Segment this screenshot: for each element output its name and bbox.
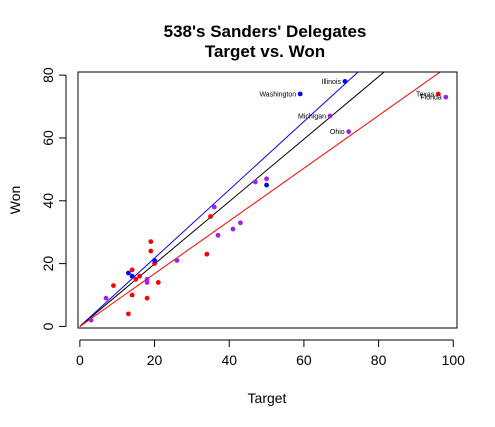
x-axis-label: Target	[248, 390, 287, 406]
data-point	[88, 317, 94, 323]
y-tick-label: 40	[40, 193, 56, 209]
x-tick-label: 0	[76, 352, 84, 368]
y-axis-label: Won	[7, 186, 23, 215]
reference-lines	[79, 72, 441, 327]
x-tick-label: 100	[442, 352, 466, 368]
plot-frame	[77, 71, 458, 329]
data-point	[297, 91, 303, 97]
data-point	[346, 129, 352, 135]
data-point	[133, 276, 139, 282]
x-tick-label: 60	[296, 352, 312, 368]
point-label-michigan: Michigan	[298, 113, 326, 120]
point-labels: Washington Michigan Illinois Ohio TexasFlori…	[259, 79, 441, 136]
data-point	[103, 295, 109, 301]
data-point	[342, 79, 348, 84]
data-points	[88, 79, 449, 323]
y-tick-label: 80	[40, 67, 56, 83]
data-point	[148, 239, 154, 245]
data-point	[148, 248, 154, 254]
data-point	[111, 283, 116, 288]
data-point	[208, 214, 213, 219]
point-label-washington: Washington	[259, 91, 296, 98]
y-tick-label: 60	[40, 130, 56, 146]
chart-subtitle: Target vs. Won	[205, 42, 325, 61]
data-point	[144, 295, 150, 301]
data-point	[126, 311, 131, 317]
reference-line-2	[79, 72, 385, 327]
data-point	[137, 273, 143, 279]
data-point	[211, 204, 217, 210]
data-point	[129, 273, 135, 279]
y-tick-label: 20	[40, 256, 56, 272]
reference-line-3	[79, 72, 441, 327]
x-axis: 0 20 40 60 80 100	[76, 339, 466, 368]
x-tick-label: 40	[221, 352, 237, 368]
data-point	[129, 267, 135, 273]
data-point	[238, 220, 243, 226]
data-point	[152, 258, 157, 263]
data-point	[264, 176, 269, 182]
y-axis: 0 20 40 60 80	[40, 67, 67, 330]
data-point	[215, 232, 221, 238]
data-point	[129, 292, 135, 298]
point-label-illinois: Illinois	[322, 79, 342, 86]
data-point	[443, 94, 449, 100]
data-point	[264, 182, 269, 188]
chart-title: 538's Sanders' Delegates	[164, 22, 367, 41]
y-tick-label: 0	[40, 322, 56, 330]
data-point	[230, 226, 236, 232]
x-tick-label: 80	[371, 352, 387, 368]
point-label-florida: Florida	[420, 95, 442, 102]
data-point	[155, 280, 161, 285]
point-label-texas: Texas	[416, 91, 435, 98]
data-point	[252, 179, 258, 185]
x-tick-label: 20	[147, 352, 163, 368]
data-point	[126, 270, 131, 276]
reference-line-1	[79, 72, 359, 327]
data-point	[144, 276, 150, 282]
data-point	[174, 258, 180, 263]
data-point	[204, 251, 210, 257]
point-label-ohio: Ohio	[330, 129, 345, 136]
data-point	[435, 91, 441, 97]
data-point	[327, 113, 333, 119]
